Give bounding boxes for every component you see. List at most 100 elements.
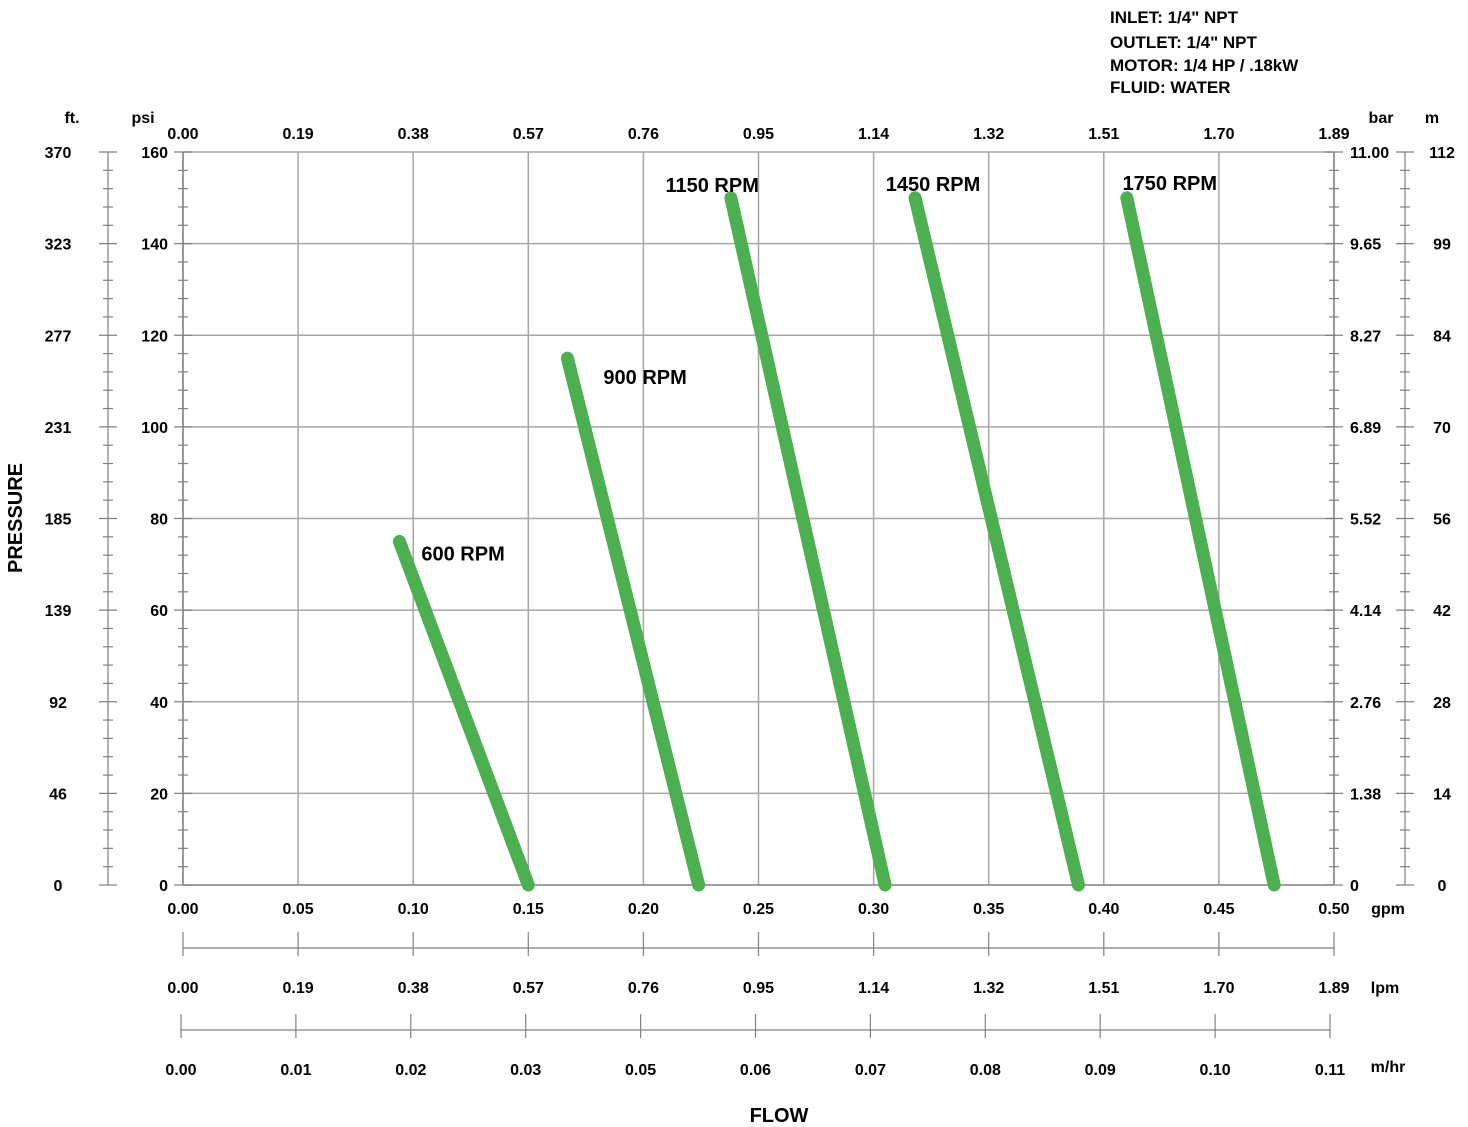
m3hr-tick-label: 0.01: [280, 1062, 311, 1079]
psi-tick-label: 80: [150, 512, 168, 529]
lpm-top-tick-label: 0.95: [743, 126, 774, 143]
m-tick-label: 28: [1433, 695, 1451, 712]
psi-unit-label: psi: [131, 110, 154, 127]
lpm-top-tick-label: 1.89: [1318, 126, 1349, 143]
gpm-tick-label: 0.35: [973, 901, 1004, 918]
m-unit-label: m: [1425, 110, 1439, 127]
lpm-tick-label: 1.89: [1318, 980, 1349, 997]
ft-tick-label: 46: [49, 786, 67, 803]
curve-label-900-rpm: 900 RPM: [603, 367, 686, 389]
ft-tick-label: 139: [45, 603, 72, 620]
m-tick-label: 112: [1429, 145, 1455, 162]
psi-tick-label: 100: [141, 420, 168, 437]
psi-tick-label: 60: [150, 603, 168, 620]
spec-fluid: FLUID: WATER: [1110, 78, 1231, 97]
bar-tick-label: 5.52: [1350, 512, 1381, 529]
lpm-tick-label: 0.38: [398, 980, 429, 997]
lpm-top-tick-label: 0.19: [283, 126, 314, 143]
lpm-tick-label: 0.57: [513, 980, 544, 997]
m3hr-tick-label: 0.09: [1085, 1062, 1116, 1079]
lpm-top-tick-label: 0.76: [628, 126, 659, 143]
pump-curve-600-rpm: [392, 534, 535, 892]
m3hr-tick-label: 0.05: [625, 1062, 656, 1079]
gpm-tick-label: 0.20: [628, 901, 659, 918]
lpm-top-tick-label: 1.70: [1203, 126, 1234, 143]
ft-tick-label: 323: [45, 237, 72, 254]
pump-curve-900-rpm: [560, 351, 706, 892]
spec-motor: MOTOR: 1/4 HP / .18kW: [1110, 56, 1299, 75]
ft-unit-label: ft.: [64, 110, 79, 127]
gpm-tick-label: 0.40: [1088, 901, 1119, 918]
spec-outlet: OUTLET: 1/4" NPT: [1110, 33, 1257, 52]
m-tick-label: 14: [1433, 786, 1451, 803]
bar-tick-label: 4.14: [1350, 603, 1381, 620]
ft-tick-label: 370: [45, 145, 72, 162]
pump-curve-1150-rpm: [724, 191, 892, 892]
m3hr-tick-label: 0.10: [1200, 1062, 1231, 1079]
lpm-tick-label: 0.76: [628, 980, 659, 997]
lpm-top-tick-label: 0.00: [167, 126, 198, 143]
m-tick-label: 70: [1433, 420, 1451, 437]
ft-tick-label: 92: [49, 695, 67, 712]
bar-tick-label: 6.89: [1350, 420, 1381, 437]
spec-inlet: INLET: 1/4" NPT: [1110, 8, 1239, 27]
lpm-unit-label: lpm: [1371, 980, 1399, 997]
curve-label-1150-rpm: 1150 RPM: [665, 175, 758, 197]
pump-curve-1450-rpm: [908, 191, 1085, 892]
lpm-tick-label: 0.95: [743, 980, 774, 997]
gpm-tick-label: 0.15: [513, 901, 544, 918]
ft-tick-label: 185: [45, 512, 72, 529]
gpm-tick-label: 0.30: [858, 901, 889, 918]
gpm-tick-label: 0.10: [398, 901, 429, 918]
m3hr-tick-label: 0.11: [1315, 1062, 1345, 1079]
m-tick-label: 84: [1433, 328, 1451, 345]
pump-curve-1750-rpm: [1120, 191, 1281, 892]
gpm-tick-label: 0.45: [1203, 901, 1234, 918]
ft-tick-label: 231: [45, 420, 72, 437]
curve-label-1750-rpm: 1750 RPM: [1123, 173, 1218, 195]
m3hr-tick-label: 0.03: [510, 1062, 541, 1079]
bar-tick-label: 8.27: [1350, 328, 1381, 345]
curve-label-1450-rpm: 1450 RPM: [886, 174, 981, 196]
lpm-tick-label: 1.14: [858, 980, 889, 997]
m-tick-label: 56: [1433, 512, 1451, 529]
m-tick-label: 0: [1438, 878, 1447, 895]
psi-tick-label: 140: [141, 237, 168, 254]
lpm-top-tick-label: 1.51: [1088, 126, 1119, 143]
psi-tick-label: 120: [141, 328, 168, 345]
lpm-tick-label: 1.51: [1088, 980, 1119, 997]
lpm-tick-label: 1.32: [973, 980, 1004, 997]
psi-tick-label: 40: [150, 695, 168, 712]
m3hr-tick-label: 0.08: [970, 1062, 1001, 1079]
bar-unit-label: bar: [1369, 110, 1394, 127]
bar-tick-label: 2.76: [1350, 695, 1381, 712]
psi-tick-label: 160: [141, 145, 168, 162]
gpm-tick-label: 0.00: [167, 901, 198, 918]
bar-tick-label: 9.65: [1350, 237, 1381, 254]
psi-tick-label: 20: [150, 786, 168, 803]
m-tick-label: 42: [1433, 603, 1451, 620]
lpm-top-tick-label: 0.57: [513, 126, 544, 143]
lpm-tick-label: 0.19: [283, 980, 314, 997]
curve-label-600-rpm: 600 RPM: [421, 543, 504, 565]
m-tick-label: 99: [1433, 237, 1451, 254]
gpm-tick-label: 0.25: [743, 901, 774, 918]
m3hr-tick-label: 0.02: [395, 1062, 426, 1079]
lpm-top-tick-label: 0.38: [398, 126, 429, 143]
bar-tick-label: 0: [1350, 878, 1359, 895]
psi-tick-label: 0: [159, 878, 168, 895]
lpm-tick-label: 1.70: [1203, 980, 1234, 997]
x-axis-title: FLOW: [750, 1105, 809, 1127]
m3hr-tick-label: 0.06: [740, 1062, 771, 1079]
bar-tick-label: 1.38: [1350, 786, 1381, 803]
y-axis-title: PRESSURE: [5, 463, 27, 573]
m3hr-tick-label: 0.00: [165, 1062, 196, 1079]
ft-tick-label: 0: [54, 878, 63, 895]
lpm-top-tick-label: 1.14: [858, 126, 889, 143]
m3hr-tick-label: 0.07: [855, 1062, 886, 1079]
lpm-tick-label: 0.00: [167, 980, 198, 997]
ft-tick-label: 277: [45, 328, 72, 345]
gpm-tick-label: 0.50: [1318, 901, 1349, 918]
gpm-unit-label: gpm: [1371, 901, 1405, 918]
